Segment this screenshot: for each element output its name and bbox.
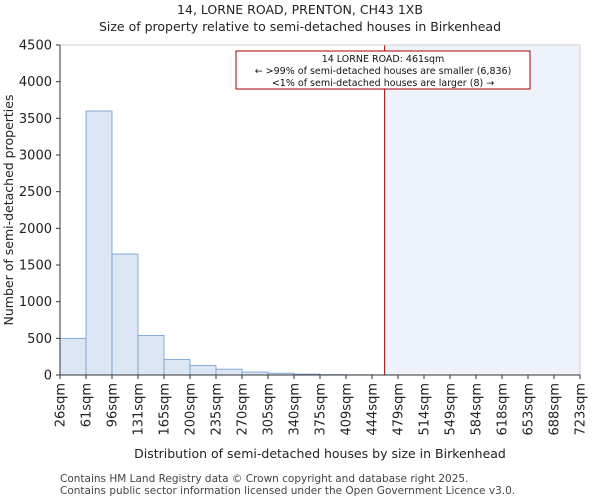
footer-copyright: Contains HM Land Registry data © Crown c… (60, 473, 469, 485)
x-tick-label: 584sqm (470, 383, 485, 436)
y-axis: 0 500 1000 1500 2000 2500 3000 3500 4000 4500 (19, 39, 61, 384)
bar-235sqm (215, 368, 243, 376)
bar-96sqm (111, 253, 139, 376)
x-tick-label: 200sqm (184, 383, 199, 436)
chart-subtitle: Size of property relative to semi-detach… (98, 19, 502, 34)
x-tick-label: 618sqm (496, 383, 511, 436)
annotation-box: 14 LORNE ROAD: 461sqm ← >99% of semi-det… (235, 50, 531, 90)
x-tick-label: 514sqm (418, 383, 433, 436)
shaded-larger-region (384, 45, 580, 375)
y-tick-label: 3500 (19, 112, 52, 127)
bar-200sqm (189, 365, 217, 376)
x-tick-label: 409sqm (340, 383, 355, 436)
x-tick-label: 305sqm (262, 383, 277, 436)
x-tick-label: 61sqm (80, 383, 95, 427)
y-tick-label: 4000 (19, 75, 52, 90)
bar-165sqm (163, 359, 191, 376)
annotation-line-1: 14 LORNE ROAD: 461sqm (322, 54, 445, 65)
x-tick-label: 131sqm (132, 383, 147, 436)
bar-131sqm (137, 334, 165, 376)
x-tick-label: 165sqm (158, 383, 173, 436)
y-tick-label: 2000 (19, 222, 52, 237)
bars-group (59, 110, 451, 376)
bar-61sqm (85, 110, 113, 376)
chart-title: 14, LORNE ROAD, PRENTON, CH43 1XB (177, 2, 423, 17)
x-tick-label: 96sqm (106, 383, 121, 427)
y-tick-label: 1500 (19, 259, 52, 274)
x-tick-label: 479sqm (392, 383, 407, 436)
annotation-line-2: ← >99% of semi-detached houses are small… (255, 66, 512, 77)
y-tick-label: 0 (44, 369, 52, 384)
y-axis-label: Number of semi-detached properties (1, 95, 16, 326)
x-tick-label: 235sqm (210, 383, 225, 436)
x-tick-label: 375sqm (314, 383, 329, 436)
y-tick-label: 4500 (19, 39, 52, 54)
footer-licence: Contains public sector information licen… (60, 485, 516, 497)
x-axis: 26sqm 61sqm 96sqm 131sqm 165sqm 200sqm 235sqm 2… (54, 374, 589, 436)
x-tick-label: 688sqm (548, 383, 563, 436)
x-tick-label: 723sqm (574, 383, 589, 436)
x-tick-label: 340sqm (288, 383, 303, 436)
y-tick-label: 1000 (19, 295, 52, 310)
x-axis-label: Distribution of semi-detached houses by … (134, 446, 506, 461)
x-tick-label: 270sqm (236, 383, 251, 436)
bar-26sqm (59, 337, 87, 376)
annotation-line-3: <1% of semi-detached houses are larger (… (272, 78, 494, 89)
y-tick-label: 500 (27, 332, 52, 347)
x-tick-label: 26sqm (54, 383, 69, 427)
x-tick-label: 549sqm (444, 383, 459, 436)
y-tick-label: 3000 (19, 149, 52, 164)
x-tick-label: 444sqm (366, 383, 381, 436)
y-tick-label: 2500 (19, 185, 52, 200)
annotation-border (235, 50, 531, 90)
x-tick-label: 653sqm (522, 383, 537, 436)
